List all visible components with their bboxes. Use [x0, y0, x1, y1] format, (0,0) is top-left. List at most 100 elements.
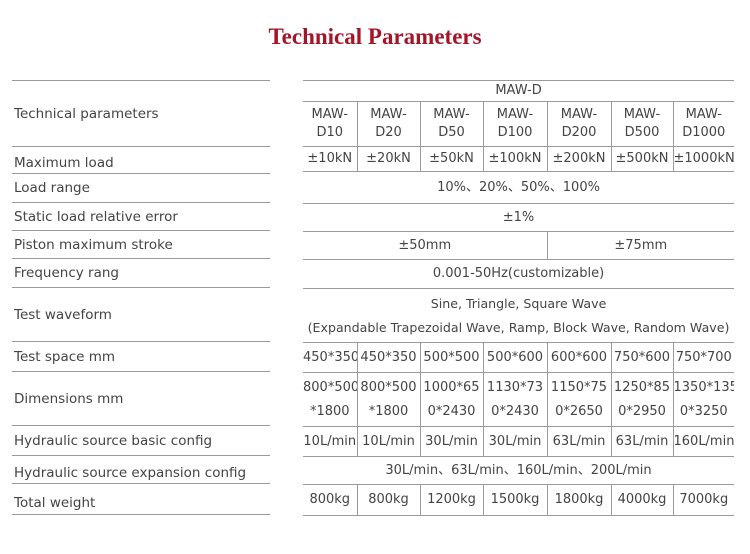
model-header: MAW- D20: [356, 101, 420, 147]
parameters-table: MAW-D MAW- D10 MAW- D20 MAW- D50 MAW- D100 M…: [303, 80, 735, 516]
hydraulic-basic-row: 10L/min 10L/min 30L/min 30L/min 63L/min 63L/m…: [303, 426, 735, 457]
model-name: MAW-: [685, 107, 722, 122]
model-header: MAW- D1000: [672, 101, 735, 147]
model-name: MAW-: [496, 107, 534, 122]
weight-row: 800kg 800kg 1200kg 1500kg 1800kg 4000kg 7000kg: [303, 484, 735, 516]
waveform-cell: Sine, Triangle, Square Wave (Expandable T…: [303, 288, 735, 343]
label-test-waveform: Test waveform: [12, 288, 270, 342]
model-header: MAW- D100: [482, 101, 547, 147]
model-header: MAW- D500: [610, 101, 673, 147]
cell: 750*700: [672, 342, 735, 373]
cell-line: 800*500: [303, 379, 357, 395]
group-header: MAW-D: [303, 80, 735, 102]
load-range-cell: 10%、20%、50%、100%: [303, 171, 735, 204]
cell: 10L/min: [356, 426, 420, 457]
cell: 1200kg: [419, 484, 483, 516]
cell: 800*500 *1800: [303, 372, 357, 427]
cell-line: 1150*75: [550, 379, 608, 395]
label-total-weight: Total weight: [12, 484, 270, 515]
label-maximum-load: Maximum load: [12, 147, 270, 174]
cell: 500*600: [482, 342, 547, 373]
cell: 600*600: [546, 342, 611, 373]
model-header: MAW- D10: [303, 101, 357, 147]
cell: 500*500: [419, 342, 483, 373]
cell: 1130*73 0*2430: [482, 372, 547, 427]
max-load-row: ±10kN ±20kN ±50kN ±100kN ±200kN ±500kN ±1000kN: [303, 146, 735, 172]
label-test-space: Test space mm: [12, 342, 270, 372]
cell-line: *1800: [368, 403, 409, 419]
label-load-range: Load range: [12, 174, 270, 203]
page-title: Technical Parameters: [268, 24, 482, 49]
stroke-cell: ±50mm: [303, 231, 547, 260]
cell: 800kg: [303, 484, 357, 516]
model-name: MAW-: [311, 107, 348, 122]
cell: 800kg: [356, 484, 420, 516]
model-name: MAW-: [560, 107, 598, 122]
cell: 1250*85 0*2950: [610, 372, 673, 427]
dimensions-row: 800*500 *1800 800*500 *1800 1000*65 0*2430 …: [303, 372, 735, 427]
cell: 1150*75 0*2650: [546, 372, 611, 427]
model-name: D50: [438, 125, 465, 140]
label-static-error: Static load relative error: [12, 203, 270, 231]
cell: 63L/min: [546, 426, 611, 457]
cell-line: 0*2650: [555, 403, 603, 419]
cell-line: 1000*65: [423, 379, 480, 395]
cell: 1800kg: [546, 484, 611, 516]
cell-line: *1800: [309, 403, 350, 419]
cell: ±50kN: [419, 146, 483, 172]
cell-line: 0*3250: [679, 403, 728, 419]
stroke-row: ±50mm ±75mm: [303, 231, 735, 260]
stroke-cell: ±75mm: [546, 231, 735, 260]
model-name: D500: [624, 125, 660, 140]
model-name: D10: [316, 125, 344, 140]
cell: 4000kg: [610, 484, 673, 516]
cell: 30L/min: [482, 426, 547, 457]
label-dimensions: Dimensions mm: [12, 372, 270, 426]
model-row: MAW- D10 MAW- D20 MAW- D50 MAW- D100 MAW- D20…: [303, 101, 735, 147]
cell: 1000*65 0*2430: [419, 372, 483, 427]
cell: ±200kN: [546, 146, 611, 172]
cell: 7000kg: [672, 484, 735, 516]
cell-line: 1130*73: [486, 379, 544, 395]
model-name: D20: [375, 125, 402, 140]
label-technical-parameters: Technical parameters: [12, 81, 270, 147]
model-name: D200: [561, 125, 597, 140]
cell-line: 1350*135: [673, 379, 735, 395]
hydraulic-expansion-cell: 30L/min、63L/min、160L/min、200L/min: [303, 456, 735, 485]
model-name: D100: [497, 125, 533, 140]
model-name: MAW-: [433, 107, 470, 122]
cell: 10L/min: [303, 426, 357, 457]
cell-line: 0*2950: [618, 403, 666, 419]
cell: 63L/min: [610, 426, 673, 457]
cell: ±20kN: [356, 146, 420, 172]
static-error-cell: ±1%: [303, 203, 735, 232]
cell-line: 0*2430: [491, 403, 539, 419]
cell: ±1000kN: [672, 146, 735, 172]
cell-line: 1250*85: [613, 379, 671, 395]
model-header: MAW- D200: [546, 101, 611, 147]
cell: 1500kg: [482, 484, 547, 516]
cell: ±500kN: [610, 146, 673, 172]
label-frequency: Frequency rang: [12, 259, 270, 288]
test-space-row: 450*350 450*350 500*500 500*600 600*600 750*6…: [303, 342, 735, 373]
label-piston-stroke: Piston maximum stroke: [12, 231, 270, 259]
label-hydraulic-basic: Hydraulic source basic config: [12, 426, 270, 456]
cell-line: 0*2430: [427, 403, 476, 419]
label-hydraulic-expansion: Hydraulic source expansion config: [12, 456, 270, 484]
waveform-line: Sine, Triangle, Square Wave: [430, 295, 607, 311]
cell: 30L/min: [419, 426, 483, 457]
cell: 750*600: [610, 342, 673, 373]
divider: [12, 80, 270, 81]
model-name: D1000: [682, 125, 726, 140]
cell-line: 800*500: [360, 379, 417, 395]
cell: 800*500 *1800: [356, 372, 420, 427]
waveform-line: (Expandable Trapezoidal Wave, Ramp, Bloc…: [307, 319, 730, 335]
cell: ±100kN: [482, 146, 547, 172]
cell: 160L/min: [672, 426, 735, 457]
cell: 450*350: [356, 342, 420, 373]
cell: 450*350: [303, 342, 357, 373]
model-name: MAW-: [370, 107, 407, 122]
cell: ±10kN: [303, 146, 357, 172]
model-name: MAW-: [623, 107, 661, 122]
cell: 1350*135 0*3250: [672, 372, 735, 427]
